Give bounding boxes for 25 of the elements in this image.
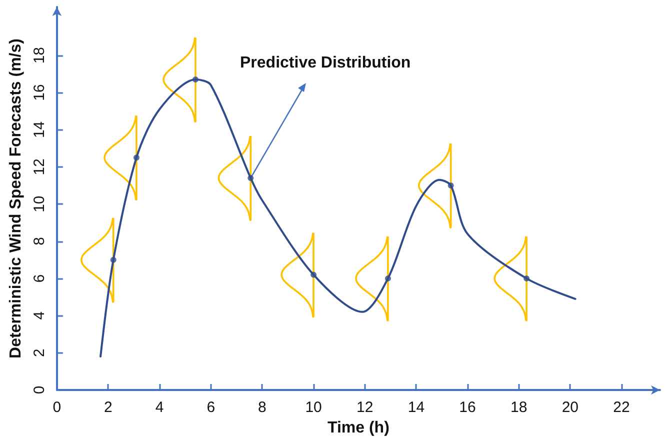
x-tick-label: 22 <box>613 399 630 416</box>
x-axis-title: Time (h) <box>327 420 390 436</box>
y-tick-label: 2 <box>30 348 48 357</box>
x-tick-label: 20 <box>562 399 579 416</box>
y-tick-label: 8 <box>30 237 48 246</box>
y-tick-label: 10 <box>30 196 48 212</box>
y-tick-label: 6 <box>30 274 48 283</box>
x-tick-label: 14 <box>408 399 425 416</box>
x-tick-label: 2 <box>104 399 112 416</box>
x-tick-label: 12 <box>356 399 374 416</box>
y-tick-label: 12 <box>30 158 48 176</box>
annotation: Predictive Distribution <box>240 54 411 72</box>
x-tick-label: 4 <box>155 399 164 416</box>
x-tick-label: 18 <box>510 399 528 416</box>
y-tick-label: 0 <box>30 386 48 394</box>
y-tick-label: 18 <box>30 46 48 64</box>
x-tick-label: 16 <box>459 399 476 416</box>
y-tick-label: 16 <box>30 84 48 101</box>
y-tick-label: 14 <box>30 121 48 138</box>
x-tick-label: 8 <box>258 399 266 416</box>
x-tick-label: 0 <box>52 399 62 416</box>
y-tick-label: 4 <box>30 311 48 320</box>
x-tick-label: 10 <box>305 399 322 416</box>
x-tick-label: 6 <box>206 399 216 416</box>
y-axis-title: Deterministic Wind Speed Forecasts (m/s) <box>8 38 24 358</box>
